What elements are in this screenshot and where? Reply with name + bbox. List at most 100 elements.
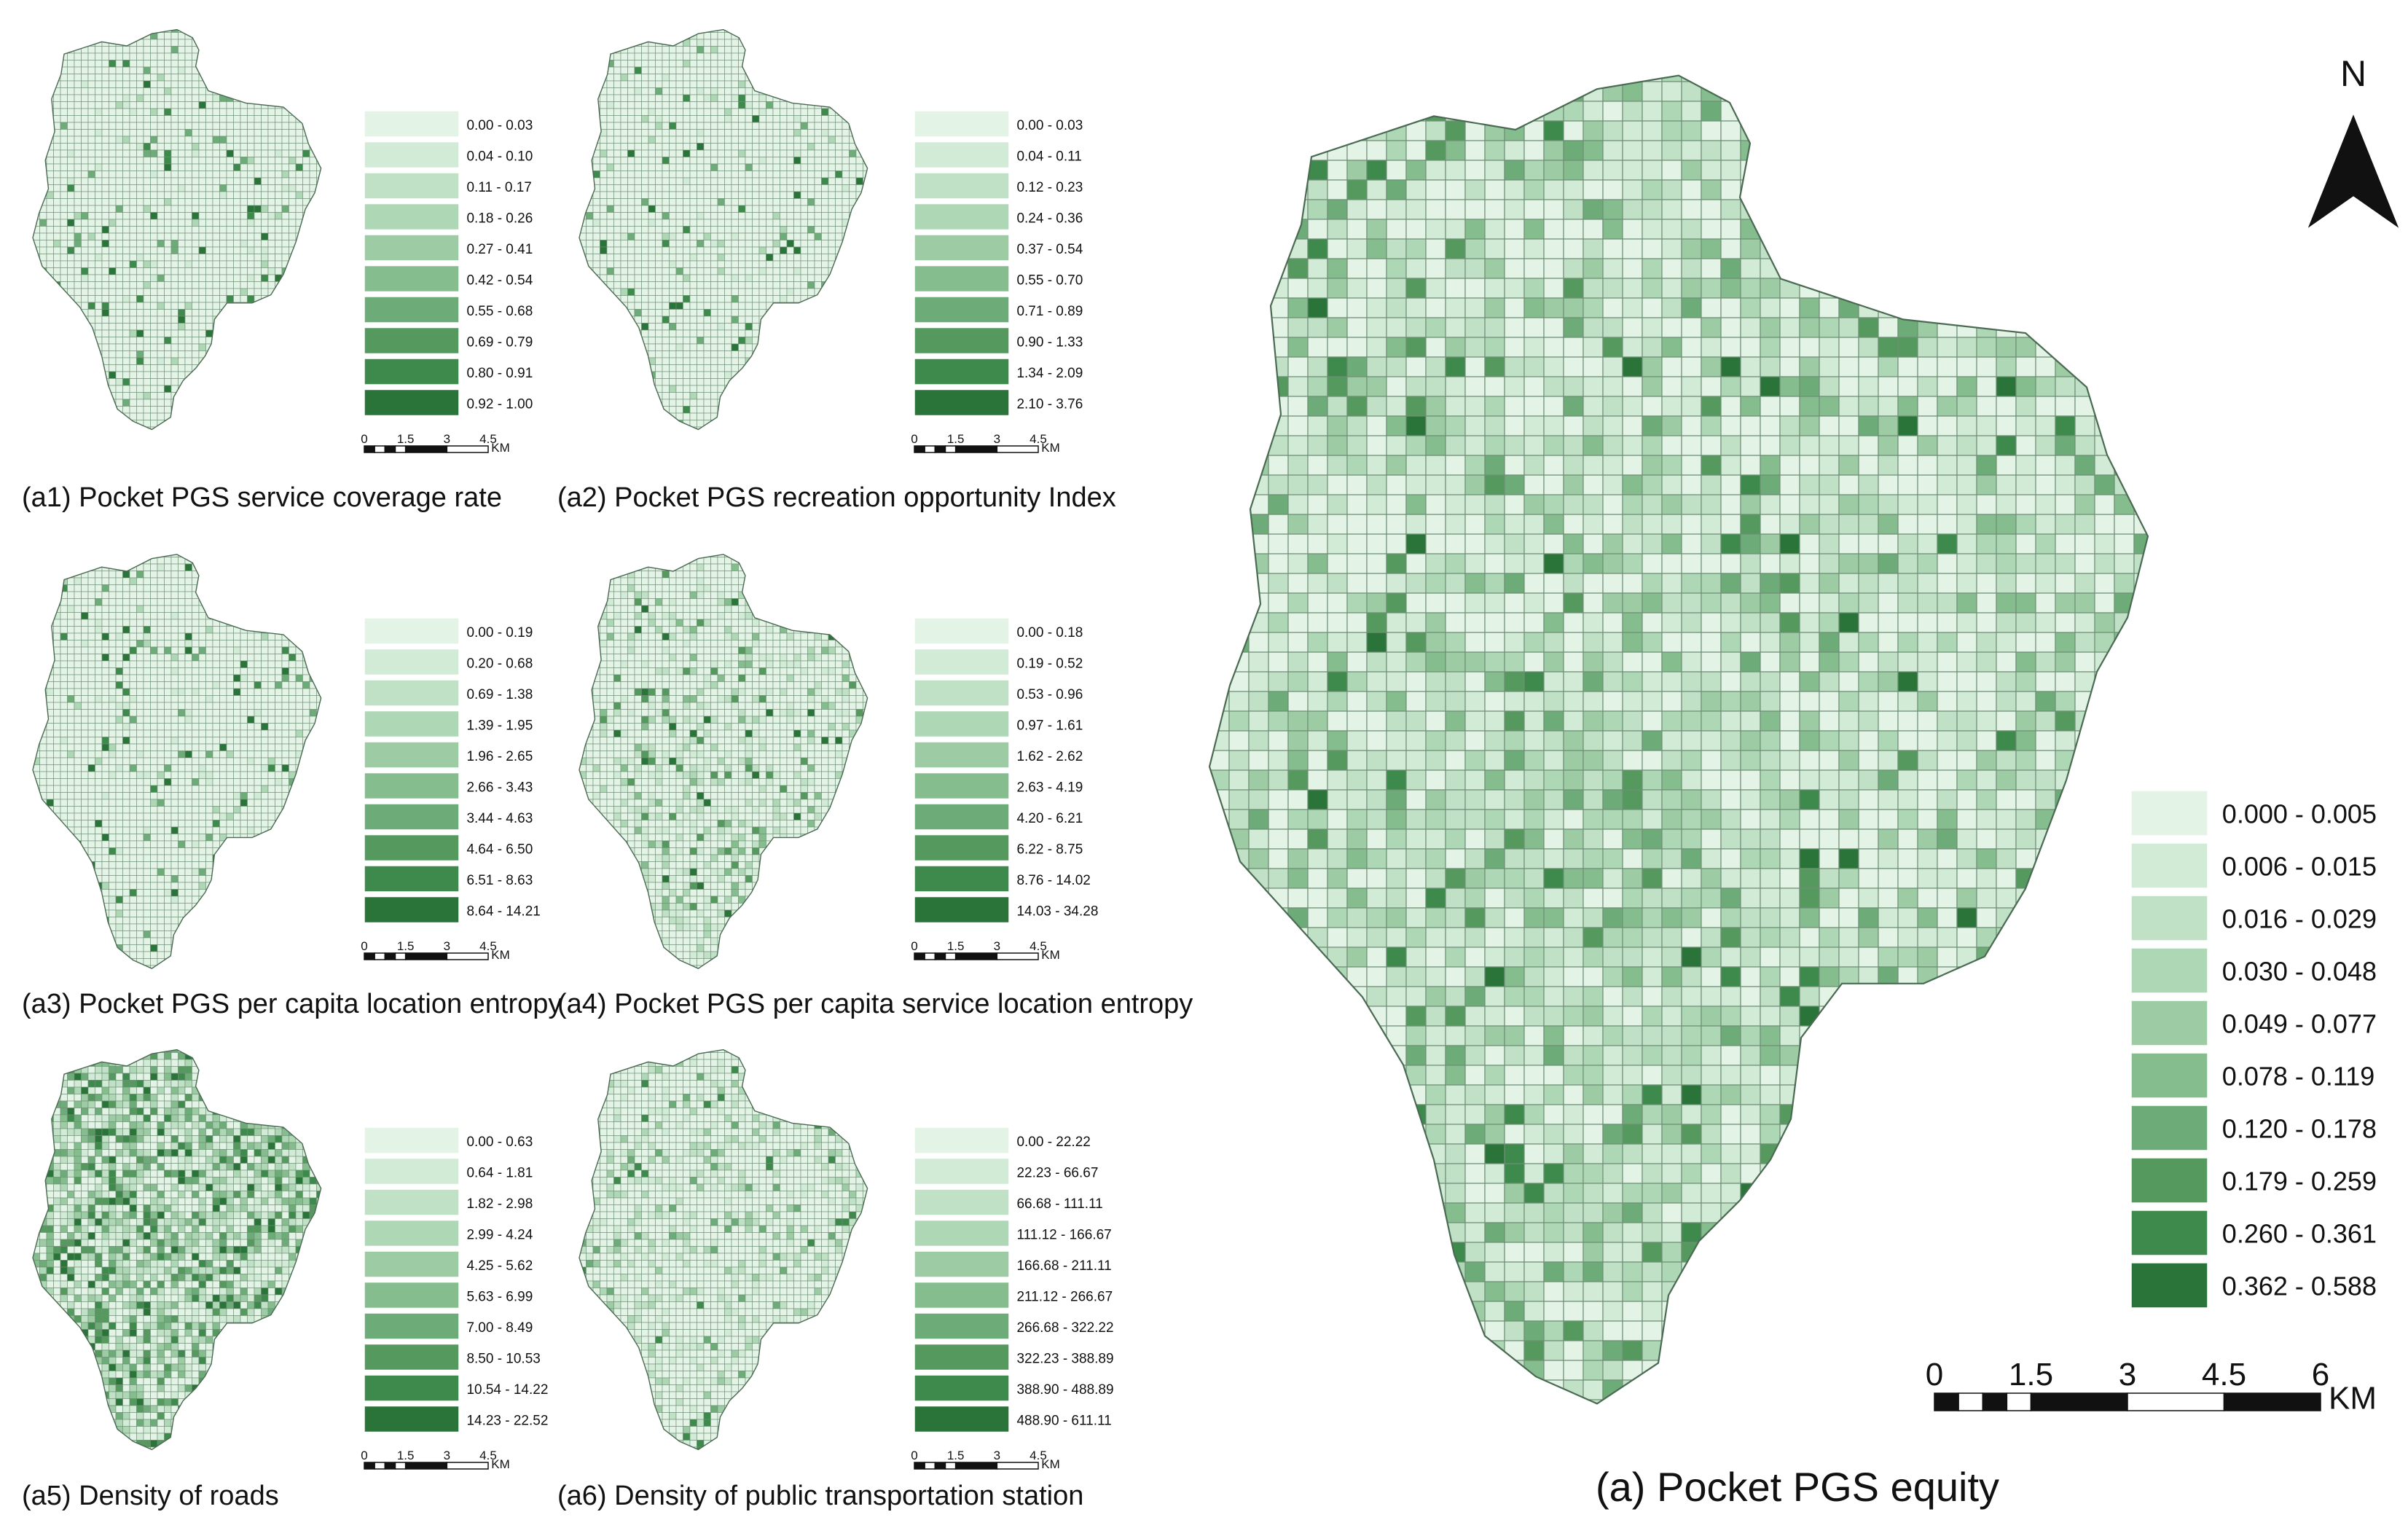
- grid-cell: [1760, 278, 1781, 299]
- grid-cell: [1858, 75, 1879, 82]
- grid-cell: [39, 74, 47, 82]
- grid-cell: [1976, 297, 1997, 318]
- grid-cell: [1543, 219, 1564, 240]
- grid-cell: [122, 191, 130, 199]
- grid-cell: [2015, 1143, 2036, 1164]
- grid-cell: [1504, 769, 1525, 791]
- grid-cell: [1445, 907, 1466, 928]
- grid-cell: [157, 74, 165, 82]
- grid-cell: [233, 198, 241, 206]
- grid-cell: [267, 205, 275, 213]
- grid-cell: [2114, 219, 2135, 240]
- grid-cell: [316, 226, 321, 234]
- grid-cell: [1209, 120, 1230, 141]
- grid-cell: [1366, 828, 1387, 850]
- grid-cell: [1878, 848, 1899, 869]
- grid-cell: [331, 26, 338, 33]
- grid-cell: [2055, 376, 2076, 397]
- grid-cell: [275, 219, 283, 227]
- grid-cell: [2015, 927, 2036, 948]
- grid-cell: [345, 109, 352, 116]
- grid-cell: [1976, 947, 1997, 968]
- grid-cell: [1779, 1301, 1800, 1322]
- grid-cell: [184, 108, 192, 116]
- grid-cell: [1996, 573, 2017, 594]
- grid-cell: [240, 219, 248, 227]
- grid-cell: [1523, 1242, 1545, 1263]
- grid-cell: [1897, 710, 1918, 732]
- grid-cell: [184, 46, 192, 54]
- grid-cell: [205, 32, 213, 40]
- grid-cell: [254, 177, 262, 185]
- grid-cell: [1583, 1143, 1604, 1164]
- grid-cell: [1661, 75, 1682, 82]
- grid-cell: [1799, 651, 1820, 673]
- grid-cell: [1858, 1045, 1879, 1066]
- grid-cell: [1642, 1242, 1663, 1263]
- grid-cell: [101, 29, 109, 33]
- grid-cell: [150, 191, 158, 199]
- grid-cell: [212, 171, 220, 179]
- grid-cell: [87, 66, 95, 74]
- grid-cell: [212, 205, 220, 213]
- grid-cell: [87, 108, 95, 116]
- grid-cell: [1917, 651, 1938, 673]
- grid-cell: [295, 157, 303, 165]
- grid-cell: [2094, 278, 2115, 299]
- grid-cell: [1287, 455, 1309, 476]
- grid-cell: [1248, 533, 1269, 555]
- grid-cell: [1583, 1163, 1604, 1184]
- grid-cell: [1504, 828, 1525, 850]
- grid-cell: [67, 157, 75, 165]
- grid-cell: [1484, 1143, 1505, 1164]
- grid-cell: [2074, 219, 2095, 240]
- grid-cell: [2154, 573, 2173, 593]
- grid-cell: [1799, 1399, 1820, 1404]
- grid-cell: [1543, 356, 1564, 377]
- grid-cell: [1464, 455, 1486, 476]
- grid-cell: [1523, 1320, 1545, 1341]
- grid-cell: [233, 74, 241, 82]
- grid-cell: [1661, 474, 1682, 495]
- grid-cell: [115, 198, 123, 206]
- grid-cell: [164, 122, 172, 130]
- grid-cell: [1248, 258, 1269, 279]
- grid-cell: [170, 108, 179, 116]
- grid-cell: [1209, 651, 1230, 673]
- grid-cell: [1464, 474, 1486, 495]
- grid-cell: [1720, 199, 1741, 220]
- grid-cell: [101, 191, 109, 199]
- grid-cell: [1209, 828, 1230, 850]
- grid-cell: [247, 52, 255, 60]
- grid-cell: [109, 32, 117, 40]
- grid-cell: [1799, 1045, 1820, 1066]
- grid-cell: [205, 101, 213, 109]
- grid-cell: [1583, 887, 1604, 909]
- grid-cell: [1838, 927, 1859, 948]
- grid-cell: [1956, 474, 1977, 495]
- grid-cell: [1248, 612, 1269, 633]
- grid-cell: [1563, 573, 1584, 594]
- grid-cell: [1622, 651, 1643, 673]
- grid-cell: [1346, 1006, 1368, 1027]
- grid-cell: [1917, 1104, 1938, 1125]
- grid-cell: [1386, 494, 1407, 515]
- grid-cell: [1425, 927, 1446, 948]
- grid-cell: [1346, 455, 1368, 476]
- grid-cell: [261, 129, 269, 137]
- grid-cell: [1799, 1360, 1820, 1381]
- grid-cell: [323, 219, 331, 227]
- grid-cell: [240, 157, 248, 165]
- grid-cell: [2173, 377, 2193, 396]
- grid-cell: [1937, 455, 1958, 476]
- grid-cell: [1720, 474, 1741, 495]
- grid-cell: [46, 129, 54, 137]
- grid-cell: [2074, 81, 2095, 102]
- grid-cell: [1287, 337, 1309, 358]
- grid-cell: [67, 74, 75, 82]
- grid-cell: [192, 80, 200, 88]
- grid-cell: [1484, 1281, 1505, 1302]
- grid-cell: [1504, 356, 1525, 377]
- grid-cell: [1799, 671, 1820, 692]
- grid-cell: [1602, 828, 1623, 850]
